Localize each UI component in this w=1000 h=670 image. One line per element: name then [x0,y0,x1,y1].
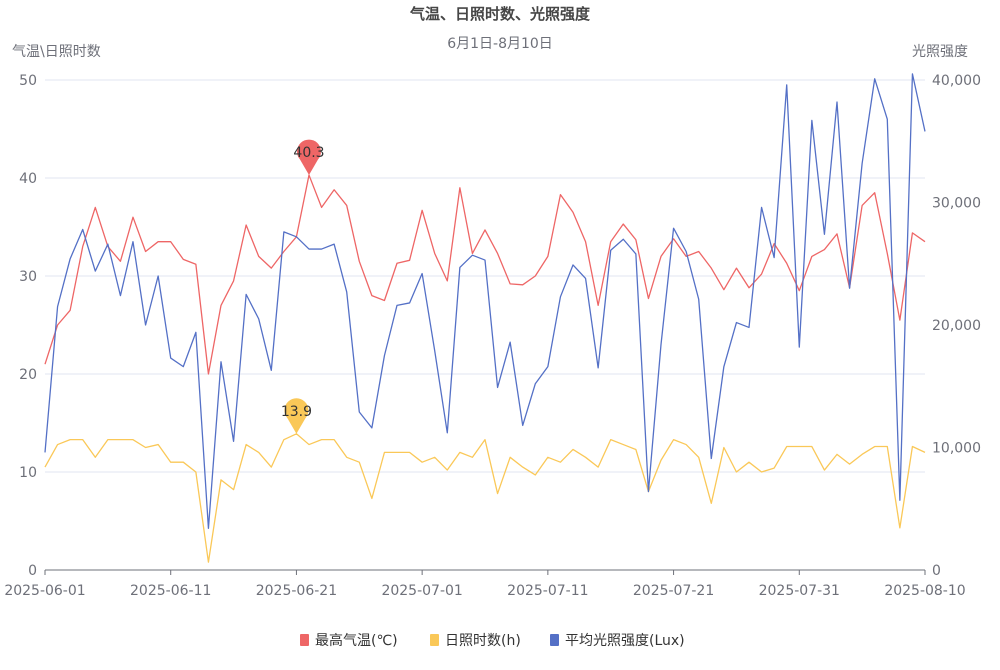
markpoint-label: 40.3 [293,145,324,161]
x-tick-label: 2025-06-01 [4,583,85,599]
markpoint-label: 13.9 [281,404,312,420]
markpoint-pin[interactable] [284,398,309,434]
right-axis-title: 光照强度 [912,44,968,60]
legend-label: 最高气温(℃) [315,632,398,649]
axes: 0 10 20 30 40 50 0 10,000 20,000 30,000 40,000 2025… [4,73,981,599]
x-tick-label: 2025-07-11 [507,583,588,599]
y-right-tick-label: 40,000 [932,73,981,89]
y-left-tick-label: 0 [28,563,37,579]
legend-swatch [550,634,559,646]
y-right-tick-label: 10,000 [932,441,981,457]
x-tick-label: 2025-06-21 [256,583,337,599]
legend-item-1[interactable]: 日照时数(h) [430,633,521,649]
y-left-tick-label: 30 [19,269,37,285]
chart-title: 气温、日照时数、光照强度 [409,5,591,23]
mark-points: 40.3 13.9 [281,139,325,434]
legend-item-0[interactable]: 最高气温(℃) [300,632,398,649]
legend-swatch [430,634,439,646]
x-tick-label: 2025-06-11 [130,583,211,599]
y-left-tick-label: 20 [19,367,37,383]
chart-subtitle: 6月1日-8月10日 [447,36,553,52]
series-lines [44,73,926,563]
x-tick-label: 2025-08-10 [884,583,965,599]
y-right-tick-label: 30,000 [932,196,981,212]
legend-label: 日照时数(h) [445,633,521,649]
y-left-tick-label: 50 [19,73,37,89]
series-line-0 [44,174,926,375]
y-right-tick-label: 0 [932,563,941,579]
y-left-tick-label: 10 [19,465,37,481]
legend-label: 平均光照强度(Lux) [565,633,685,649]
markpoint-pin[interactable] [296,139,321,176]
x-tick-label: 2025-07-01 [381,583,462,599]
series-line-1 [44,433,926,563]
grid-lines [45,79,925,473]
x-tick-label: 2025-07-31 [759,583,840,599]
legend-swatch [300,634,309,646]
legend-item-2[interactable]: 平均光照强度(Lux) [550,633,685,649]
series-line-2 [44,73,926,529]
legend[interactable]: 最高气温(℃) 日照时数(h) 平均光照强度(Lux) [300,632,685,649]
x-tick-label: 2025-07-21 [633,583,714,599]
left-axis-title: 气温\日照时数 [12,44,101,60]
y-left-tick-label: 40 [19,171,37,187]
y-right-tick-label: 20,000 [932,318,981,334]
